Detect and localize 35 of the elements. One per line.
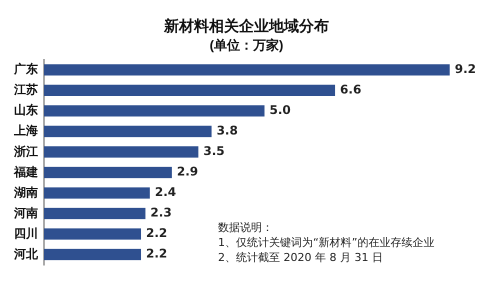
annotation: 数据说明：	[218, 220, 274, 235]
y-tick-label: 河北	[13, 246, 39, 261]
y-tick-label: 江苏	[13, 82, 38, 97]
y-tick-label: 湖南	[13, 185, 38, 200]
data-label: 2.4	[154, 185, 176, 200]
y-tick-label: 浙江	[13, 144, 38, 158]
bar	[44, 64, 450, 76]
annotation: 2、统计截至 2020 年 8 月 31 日	[218, 250, 384, 265]
data-label: 2.2	[146, 246, 168, 261]
bar	[44, 248, 142, 260]
y-tick-label: 福建	[13, 164, 38, 179]
bar	[44, 126, 212, 138]
y-tick-label: 山东	[14, 103, 38, 118]
bar	[44, 84, 336, 96]
bar	[44, 146, 198, 158]
data-label: 5.0	[270, 103, 291, 118]
data-label: 2.9	[176, 164, 198, 179]
y-tick-label: 广东	[13, 62, 38, 76]
bar	[44, 187, 150, 199]
data-label: 3.5	[203, 144, 225, 158]
data-label: 2.2	[146, 226, 168, 240]
data-label: 9.2	[454, 62, 476, 76]
y-tick-label: 四川	[14, 226, 38, 240]
data-label: 6.6	[340, 82, 362, 97]
data-label: 2.3	[150, 206, 172, 220]
chart-subtitle: (单位：万家)	[210, 37, 284, 52]
chart-title: 新材料相关企业地域分布	[163, 17, 329, 36]
y-tick-label: 河南	[13, 206, 38, 220]
bar	[44, 166, 172, 178]
data-label: 3.8	[216, 124, 238, 138]
bar	[44, 228, 142, 240]
y-tick-label: 上海	[13, 124, 38, 138]
bar	[44, 208, 146, 220]
bar	[44, 105, 264, 117]
annotation: 1、仅统计关键词为“新材料”的在业存续企业	[218, 235, 434, 250]
